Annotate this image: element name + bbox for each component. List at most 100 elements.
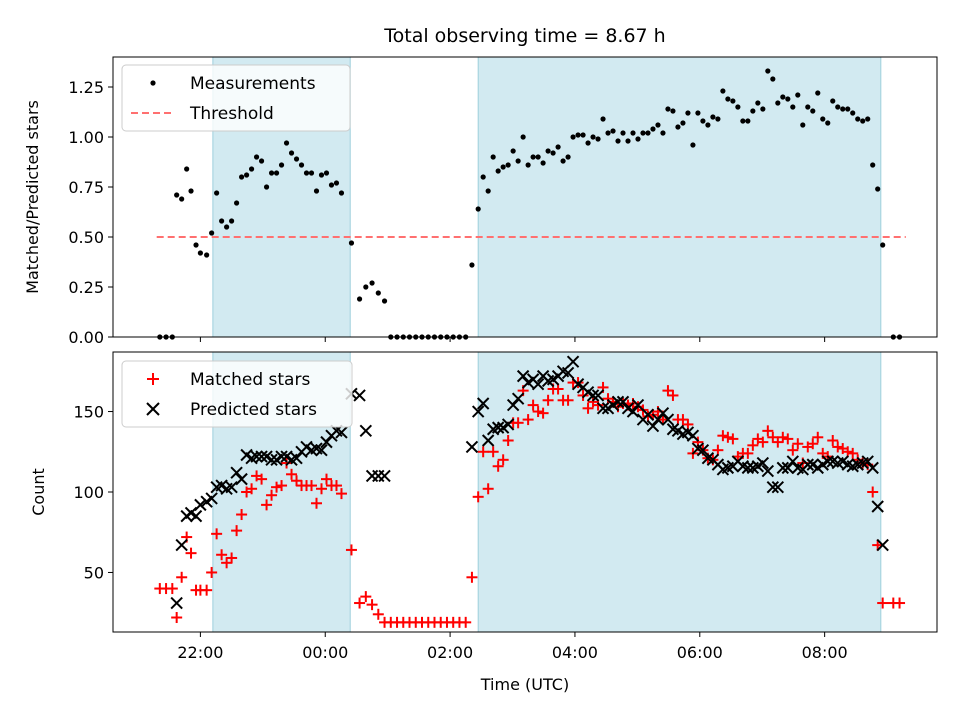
matched-star-point bbox=[487, 446, 499, 458]
measurement-point bbox=[675, 124, 681, 130]
predicted-x-b bbox=[566, 355, 580, 368]
measurement-point bbox=[333, 180, 340, 186]
predicted-x-b bbox=[335, 426, 348, 439]
predicted-x-b bbox=[255, 450, 268, 463]
predicted-x-b bbox=[491, 421, 505, 434]
measurement-point bbox=[179, 196, 185, 202]
predicted-x-b bbox=[501, 418, 515, 431]
predicted-star-point bbox=[861, 455, 874, 468]
measurement-point bbox=[620, 130, 626, 136]
measurement-point bbox=[610, 128, 616, 134]
measurement-point bbox=[840, 106, 846, 112]
measurement-point bbox=[815, 90, 821, 96]
predicted-x-b bbox=[240, 448, 253, 462]
predicted-star-point bbox=[225, 480, 238, 494]
predicted-x-b bbox=[359, 424, 373, 438]
measurement-point bbox=[780, 94, 786, 100]
chart-title: Total observing time = 8.67 h bbox=[383, 25, 665, 47]
predicted-x-b bbox=[280, 450, 293, 463]
predicted-star-point bbox=[290, 451, 303, 465]
measurement-point bbox=[238, 174, 245, 180]
predicted-star-point bbox=[511, 392, 525, 405]
measurement-point bbox=[338, 190, 345, 196]
measurement-point bbox=[720, 88, 726, 94]
measurement-point bbox=[560, 158, 566, 164]
predicted-x-b bbox=[290, 451, 303, 465]
predicted-star-point bbox=[591, 389, 605, 402]
predicted-star-point bbox=[194, 498, 207, 512]
predicted-star-point bbox=[561, 366, 575, 380]
measurement-point bbox=[288, 150, 295, 156]
measurement-point bbox=[695, 110, 701, 116]
measurement-point bbox=[580, 132, 586, 138]
measurement-point bbox=[865, 116, 871, 122]
predicted-x-b bbox=[571, 377, 585, 391]
predicted-x-b bbox=[681, 426, 695, 439]
measurement-point bbox=[830, 98, 836, 104]
predicted-star-point bbox=[871, 500, 884, 513]
measurement-point bbox=[595, 136, 601, 142]
predicted-star-point bbox=[506, 398, 520, 412]
predicted-star-point bbox=[626, 405, 640, 418]
measurement-point bbox=[369, 280, 375, 286]
measurement-point bbox=[870, 162, 876, 168]
bottom-legend: Matched stars Predicted stars bbox=[121, 360, 353, 428]
matched-star-point bbox=[767, 431, 779, 443]
measurement-point bbox=[605, 130, 611, 136]
matched-star-point bbox=[266, 489, 278, 501]
measurement-points bbox=[157, 68, 903, 340]
predicted-x-b bbox=[205, 492, 218, 505]
matched-star-point bbox=[366, 599, 378, 611]
top-x-ticks bbox=[199, 337, 826, 342]
measurement-point bbox=[735, 104, 741, 110]
measurement-point bbox=[670, 108, 676, 114]
predicted-star-point bbox=[821, 455, 834, 468]
predicted-star-point bbox=[516, 369, 530, 383]
measurement-point bbox=[229, 218, 235, 224]
predicted-x-b bbox=[766, 480, 780, 494]
predicted-star-point bbox=[491, 421, 505, 434]
matched-star-point bbox=[246, 483, 258, 495]
matched-star-point bbox=[320, 473, 332, 485]
measurement-point bbox=[820, 116, 826, 122]
predicted-star-point bbox=[786, 455, 800, 468]
predicted-star-point bbox=[566, 355, 580, 368]
bottom-y-axis-label: Count bbox=[29, 468, 48, 516]
predicted-x-b bbox=[826, 455, 839, 468]
predicted-x-b bbox=[506, 398, 520, 412]
predicted-x-b bbox=[791, 461, 805, 475]
matched-star-point bbox=[757, 436, 769, 448]
top-legend: Measurements Threshold bbox=[121, 64, 351, 132]
predicted-x-b bbox=[696, 443, 710, 457]
measurement-point bbox=[750, 108, 756, 114]
measurement-point bbox=[760, 106, 766, 112]
predicted-x-b bbox=[265, 453, 278, 467]
predicted-x-b bbox=[646, 419, 660, 433]
measurement-point bbox=[535, 154, 541, 160]
y-tick-label: 0.00 bbox=[68, 328, 104, 347]
matched-star-point bbox=[782, 433, 794, 445]
measurement-point bbox=[530, 154, 536, 160]
matched-star-point bbox=[345, 544, 357, 556]
measurement-point bbox=[248, 166, 255, 172]
matched-star-point bbox=[286, 468, 298, 480]
y-tick-label: 0.25 bbox=[68, 278, 104, 297]
predicted-x-b bbox=[531, 377, 545, 391]
measurement-point bbox=[845, 106, 851, 112]
predicted-star-point bbox=[781, 461, 795, 475]
predicted-star-point bbox=[476, 397, 490, 410]
bottom-legend-frame bbox=[121, 360, 353, 428]
measurement-point bbox=[585, 140, 591, 146]
predicted-star-point bbox=[761, 464, 775, 478]
matched-star-point bbox=[256, 473, 268, 485]
matched-star-point bbox=[236, 509, 248, 521]
measurement-point bbox=[318, 172, 325, 178]
matched-star-point bbox=[532, 406, 544, 418]
matched-star-point bbox=[185, 547, 197, 559]
measurement-point bbox=[725, 96, 731, 102]
measurement-point bbox=[480, 174, 486, 180]
measurement-point bbox=[765, 68, 771, 74]
measurement-point bbox=[510, 148, 516, 154]
measurement-point bbox=[690, 142, 696, 148]
predicted-x-b bbox=[626, 405, 640, 418]
